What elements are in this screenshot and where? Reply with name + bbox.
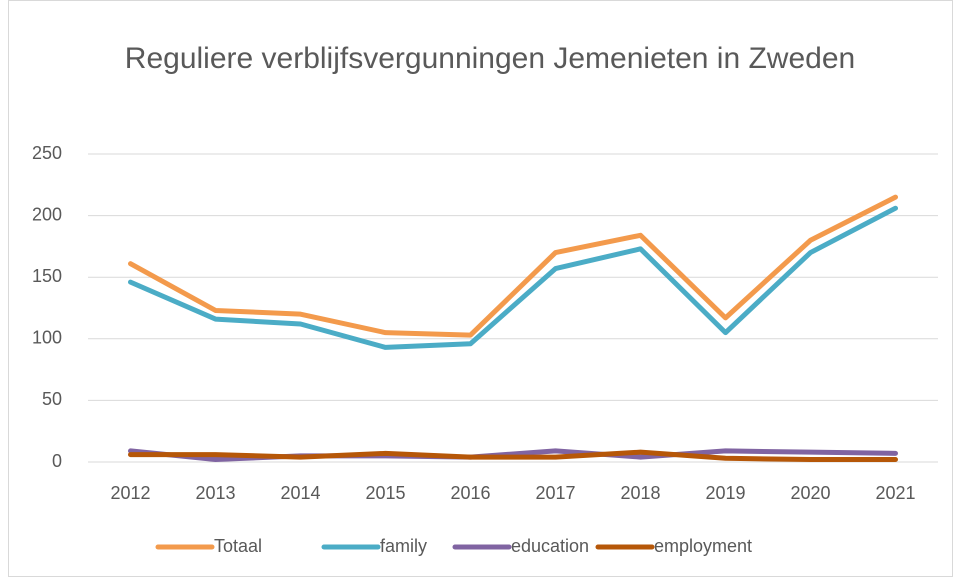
y-tick-label: 50 bbox=[42, 389, 62, 409]
x-tick-label: 2019 bbox=[705, 483, 745, 503]
legend-label: education bbox=[511, 536, 589, 556]
x-tick-label: 2015 bbox=[365, 483, 405, 503]
legend-label: family bbox=[380, 536, 427, 556]
chart-border bbox=[8, 0, 953, 577]
x-tick-label: 2014 bbox=[280, 483, 320, 503]
x-tick-label: 2012 bbox=[110, 483, 150, 503]
x-tick-label: 2021 bbox=[875, 483, 915, 503]
series-line bbox=[128, 194, 898, 338]
y-tick-label: 0 bbox=[52, 451, 62, 471]
series-line bbox=[128, 205, 898, 350]
x-tick-label: 2016 bbox=[450, 483, 490, 503]
legend-label: Totaal bbox=[214, 536, 262, 556]
legend-label: employment bbox=[654, 536, 752, 556]
y-tick-label: 200 bbox=[32, 204, 62, 224]
x-tick-label: 2018 bbox=[620, 483, 660, 503]
x-tick-label: 2013 bbox=[195, 483, 235, 503]
series-line bbox=[128, 449, 898, 463]
y-tick-label: 100 bbox=[32, 328, 62, 348]
y-tick-label: 250 bbox=[32, 143, 62, 163]
x-tick-label: 2017 bbox=[535, 483, 575, 503]
chart-title: Reguliere verblijfsvergunningen Jemeniet… bbox=[124, 42, 856, 75]
x-tick-label: 2020 bbox=[790, 483, 830, 503]
y-tick-label: 150 bbox=[32, 266, 62, 286]
